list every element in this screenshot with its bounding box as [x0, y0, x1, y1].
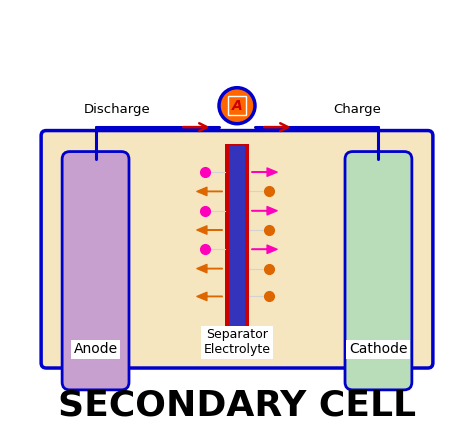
FancyBboxPatch shape: [41, 131, 433, 368]
Bar: [225, 144, 249, 341]
FancyBboxPatch shape: [345, 151, 412, 390]
FancyBboxPatch shape: [62, 151, 129, 390]
FancyArrowPatch shape: [197, 187, 222, 196]
FancyArrowPatch shape: [252, 168, 277, 176]
Text: Cathode: Cathode: [349, 342, 408, 356]
Text: Charge: Charge: [333, 104, 381, 117]
FancyArrowPatch shape: [197, 264, 222, 273]
FancyArrowPatch shape: [252, 245, 277, 253]
FancyArrowPatch shape: [252, 206, 277, 215]
FancyArrowPatch shape: [197, 226, 222, 234]
Text: Separator
Electrolyte: Separator Electrolyte: [203, 329, 271, 356]
Circle shape: [219, 88, 255, 124]
FancyBboxPatch shape: [228, 96, 246, 115]
FancyArrowPatch shape: [197, 292, 222, 301]
Text: A: A: [232, 99, 242, 113]
Text: Anode: Anode: [73, 342, 118, 356]
Text: SECONDARY CELL: SECONDARY CELL: [58, 389, 416, 423]
Bar: [229, 147, 245, 339]
Text: Discharge: Discharge: [83, 104, 150, 117]
